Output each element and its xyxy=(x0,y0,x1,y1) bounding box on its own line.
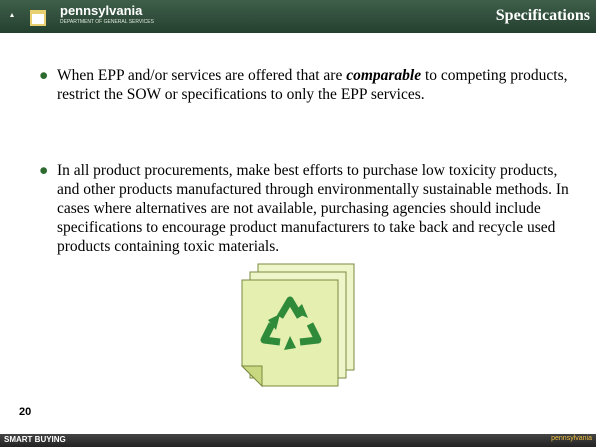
bullet: ●In all product procurements, make best … xyxy=(39,161,577,256)
emphasis: comparable xyxy=(346,67,421,84)
bullet-text: When EPP and/or services are offered tha… xyxy=(57,67,346,84)
logo-icon xyxy=(8,6,48,28)
bullet: ●When EPP and/or services are offered th… xyxy=(39,66,577,104)
bullet-text: In all product procurements, make best e… xyxy=(57,162,569,255)
slide: pennsylvania DEPARTMENT OF GENERAL SERVI… xyxy=(0,0,596,447)
logo-subtitle: DEPARTMENT OF GENERAL SERVICES xyxy=(60,19,154,25)
page-number: 20 xyxy=(19,406,31,418)
footer-label: SMART BUYING xyxy=(4,435,66,444)
logo-name: pennsylvania xyxy=(60,3,142,18)
footer-bar: SMART BUYING pennsylvania xyxy=(0,434,596,447)
slide-title: Specifications xyxy=(496,7,590,25)
footer-logo: pennsylvania xyxy=(551,435,592,442)
recycle-pages-icon xyxy=(240,262,360,402)
header-bar: pennsylvania DEPARTMENT OF GENERAL SERVI… xyxy=(0,0,596,33)
